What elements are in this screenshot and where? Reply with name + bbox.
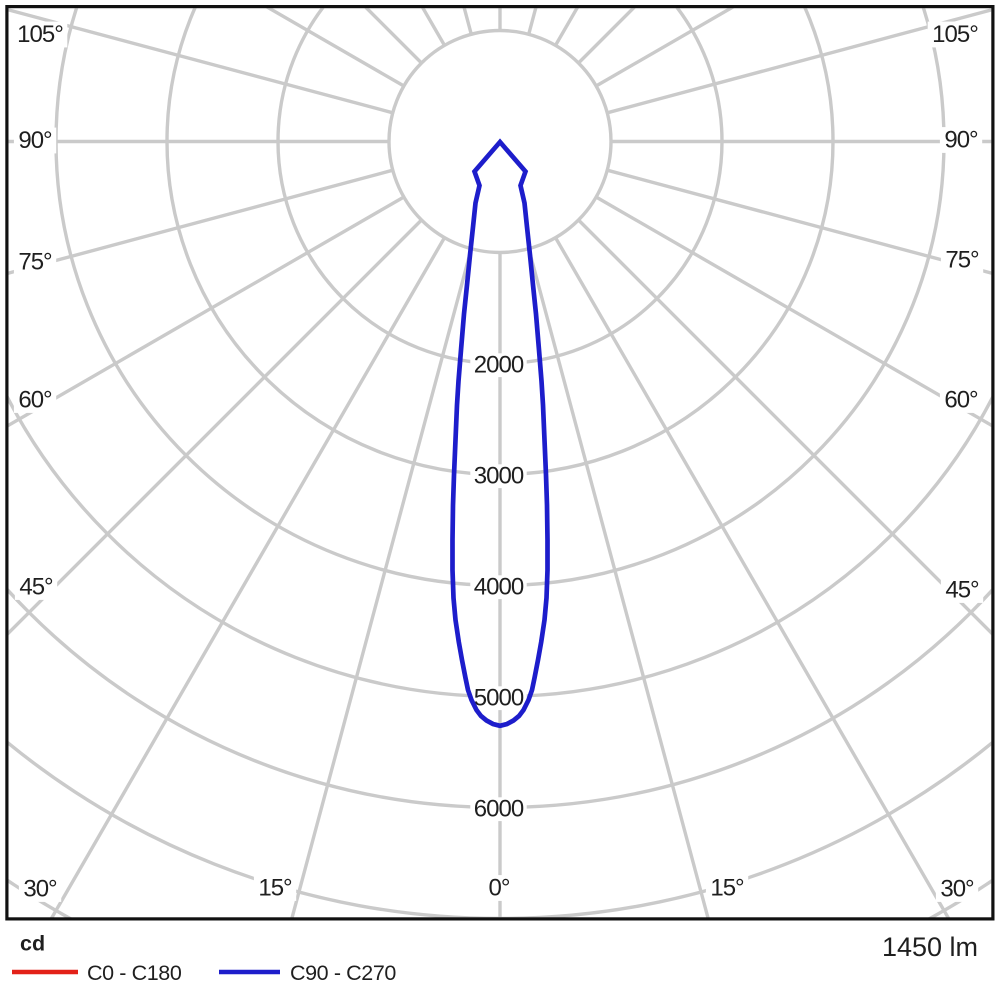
- svg-text:15°: 15°: [258, 875, 292, 902]
- svg-text:90°: 90°: [18, 127, 52, 154]
- svg-text:C90 - C270: C90 - C270: [290, 961, 396, 985]
- svg-text:30°: 30°: [940, 876, 974, 903]
- svg-text:0°: 0°: [489, 875, 510, 902]
- svg-text:45°: 45°: [19, 574, 53, 601]
- svg-text:C0 - C180: C0 - C180: [87, 961, 182, 985]
- svg-text:105°: 105°: [932, 21, 978, 48]
- svg-text:60°: 60°: [18, 387, 52, 414]
- svg-text:5000: 5000: [474, 685, 524, 712]
- svg-text:45°: 45°: [945, 577, 979, 604]
- svg-text:75°: 75°: [18, 249, 52, 276]
- svg-text:cd: cd: [20, 932, 45, 956]
- svg-text:60°: 60°: [944, 387, 978, 414]
- svg-text:30°: 30°: [23, 876, 57, 903]
- svg-text:90°: 90°: [944, 127, 978, 154]
- svg-text:15°: 15°: [710, 875, 744, 902]
- svg-text:4000: 4000: [474, 574, 524, 601]
- svg-text:3000: 3000: [474, 463, 524, 490]
- svg-text:1450 lm: 1450 lm: [882, 932, 978, 962]
- svg-text:6000: 6000: [474, 796, 524, 823]
- svg-text:75°: 75°: [945, 247, 979, 274]
- svg-text:2000: 2000: [474, 352, 524, 379]
- svg-text:105°: 105°: [17, 21, 63, 48]
